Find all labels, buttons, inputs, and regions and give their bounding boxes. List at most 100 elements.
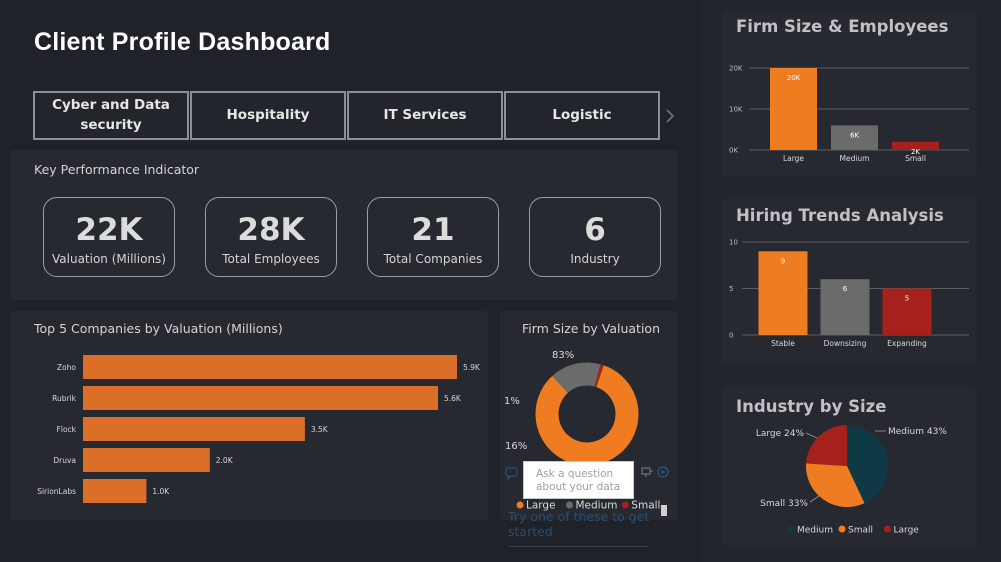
qa-search-input[interactable]: Ask a question about your data bbox=[523, 461, 634, 499]
settings-icon[interactable] bbox=[656, 465, 670, 479]
bar bbox=[83, 355, 457, 379]
kpi-value: 22K bbox=[75, 212, 143, 248]
x-tick-label: Small bbox=[905, 154, 926, 163]
legend-marker bbox=[566, 501, 573, 509]
tab-label: Hospitality bbox=[226, 106, 310, 123]
page-title: Client Profile Dashboard bbox=[34, 28, 331, 56]
bar-data-label: 5 bbox=[905, 295, 909, 303]
donut-data-label: 16% bbox=[505, 441, 527, 452]
kpi-label: Total Employees bbox=[222, 252, 320, 266]
share-icon[interactable] bbox=[640, 465, 654, 479]
qa-hint: Try one of these to get started bbox=[508, 509, 650, 539]
industry-title: Industry by Size bbox=[736, 397, 887, 416]
kpi-card-industry: 6 Industry bbox=[529, 197, 661, 277]
pie-data-label: Large 24% bbox=[756, 429, 805, 439]
bar bbox=[820, 279, 870, 335]
donut-slice bbox=[535, 365, 639, 466]
bar-data-label: 2K bbox=[911, 148, 920, 156]
bar-category-label: Flock bbox=[57, 425, 77, 434]
comment-icon[interactable] bbox=[505, 466, 519, 480]
kpi-value: 6 bbox=[584, 212, 606, 248]
bar-data-label: 1.0K bbox=[152, 487, 170, 496]
x-tick-label: Expanding bbox=[887, 339, 927, 348]
legend-label: Small bbox=[631, 500, 660, 512]
kpi-card-companies: 21 Total Companies bbox=[367, 197, 499, 277]
tab-it-services[interactable]: IT Services bbox=[347, 91, 503, 140]
bar-data-label: 9 bbox=[781, 257, 785, 265]
firm-valuation-title: Firm Size by Valuation bbox=[522, 321, 661, 336]
bar-data-label: 5.9K bbox=[463, 363, 481, 372]
legend-marker bbox=[621, 501, 629, 509]
bar-data-label: 6 bbox=[843, 285, 848, 293]
tab-label-line2: security bbox=[80, 116, 142, 133]
bar-data-label: 20K bbox=[787, 74, 801, 82]
legend-marker bbox=[884, 525, 891, 533]
pie-data-label: Medium 43% bbox=[888, 427, 947, 437]
legend-label: Large bbox=[894, 526, 920, 536]
y-tick-label: 10K bbox=[729, 106, 743, 114]
legend-label: Large bbox=[526, 500, 556, 512]
tab-cyber-and-data-security[interactable]: Cyber and Data security bbox=[33, 91, 189, 140]
donut-data-label: 83% bbox=[552, 350, 574, 361]
tab-label-line1: Cyber and Data bbox=[52, 96, 170, 113]
tab-label: Logistic bbox=[552, 106, 612, 123]
qa-placeholder-line2: about your data bbox=[536, 481, 621, 493]
y-tick-label: 0 bbox=[729, 332, 733, 340]
pie-slice bbox=[806, 425, 847, 466]
x-tick-label: Large bbox=[783, 154, 804, 163]
legend-marker bbox=[838, 525, 846, 533]
pie-slice bbox=[806, 463, 865, 507]
y-tick-label: 0K bbox=[729, 147, 738, 155]
pie-data-label: Small 33% bbox=[760, 499, 808, 509]
qa-scrollbar[interactable] bbox=[661, 505, 667, 516]
tab-logistic[interactable]: Logistic bbox=[504, 91, 660, 140]
kpi-value: 21 bbox=[411, 212, 455, 248]
bar bbox=[83, 417, 305, 441]
kpi-card-valuation: 22K Valuation (Millions) bbox=[43, 197, 175, 277]
legend-marker bbox=[787, 525, 795, 533]
bar-category-label: Zoho bbox=[57, 363, 76, 372]
bar-data-label: 2.0K bbox=[216, 456, 234, 465]
top5-title: Top 5 Companies by Valuation (Millions) bbox=[34, 321, 283, 336]
kpi-heading: Key Performance Indicator bbox=[34, 162, 200, 177]
bar-data-label: 5.6K bbox=[444, 394, 462, 403]
hiring-chart: 0 5 10 9 Stable 6 Downsizing 5 Expanding bbox=[729, 239, 969, 348]
firm-valuation-chart: 83% 16% 1% Large Medium Small bbox=[504, 350, 660, 512]
legend-marker bbox=[516, 501, 524, 509]
x-tick-label: Stable bbox=[771, 339, 795, 348]
legend-label: Medium bbox=[576, 500, 618, 512]
hiring-title: Hiring Trends Analysis bbox=[736, 206, 944, 225]
legend-label: Medium bbox=[797, 526, 833, 536]
qa-divider bbox=[508, 546, 648, 547]
kpi-label: Valuation (Millions) bbox=[52, 252, 166, 266]
donut-slice bbox=[552, 362, 601, 394]
bar bbox=[892, 141, 939, 150]
bar bbox=[83, 448, 210, 472]
x-tick-label: Medium bbox=[840, 154, 870, 163]
industry-chart: Medium 43% Small 33% Large 24% Medium Small L… bbox=[756, 425, 947, 536]
bar bbox=[758, 251, 808, 335]
chevron-right-icon[interactable] bbox=[664, 108, 676, 124]
y-tick-label: 5 bbox=[729, 285, 733, 293]
top5-chart: Zoho 5.9K Rubrik 5.6K Flock 3.5K Druva 2.0K Siri… bbox=[37, 355, 481, 503]
tab-hospitality[interactable]: Hospitality bbox=[190, 91, 346, 140]
firm-employees-title: Firm Size & Employees bbox=[736, 17, 949, 36]
bar-category-label: SirionLabs bbox=[37, 487, 76, 496]
kpi-label: Industry bbox=[570, 252, 620, 266]
legend-label: Small bbox=[848, 526, 873, 536]
y-tick-label: 20K bbox=[729, 65, 743, 73]
bar-data-label: 3.5K bbox=[311, 425, 329, 434]
leader-line bbox=[809, 495, 820, 503]
qa-placeholder-line1: Ask a question bbox=[536, 468, 614, 480]
x-tick-label: Downsizing bbox=[824, 339, 867, 348]
kpi-card-employees: 28K Total Employees bbox=[205, 197, 337, 277]
bar bbox=[83, 479, 147, 503]
pie-slice bbox=[847, 425, 888, 504]
bar-category-label: Druva bbox=[53, 456, 76, 465]
kpi-label: Total Companies bbox=[383, 252, 483, 266]
donut-data-label: 1% bbox=[504, 396, 520, 407]
bar bbox=[770, 68, 817, 150]
y-tick-label: 10 bbox=[729, 239, 738, 247]
bar bbox=[882, 288, 932, 335]
